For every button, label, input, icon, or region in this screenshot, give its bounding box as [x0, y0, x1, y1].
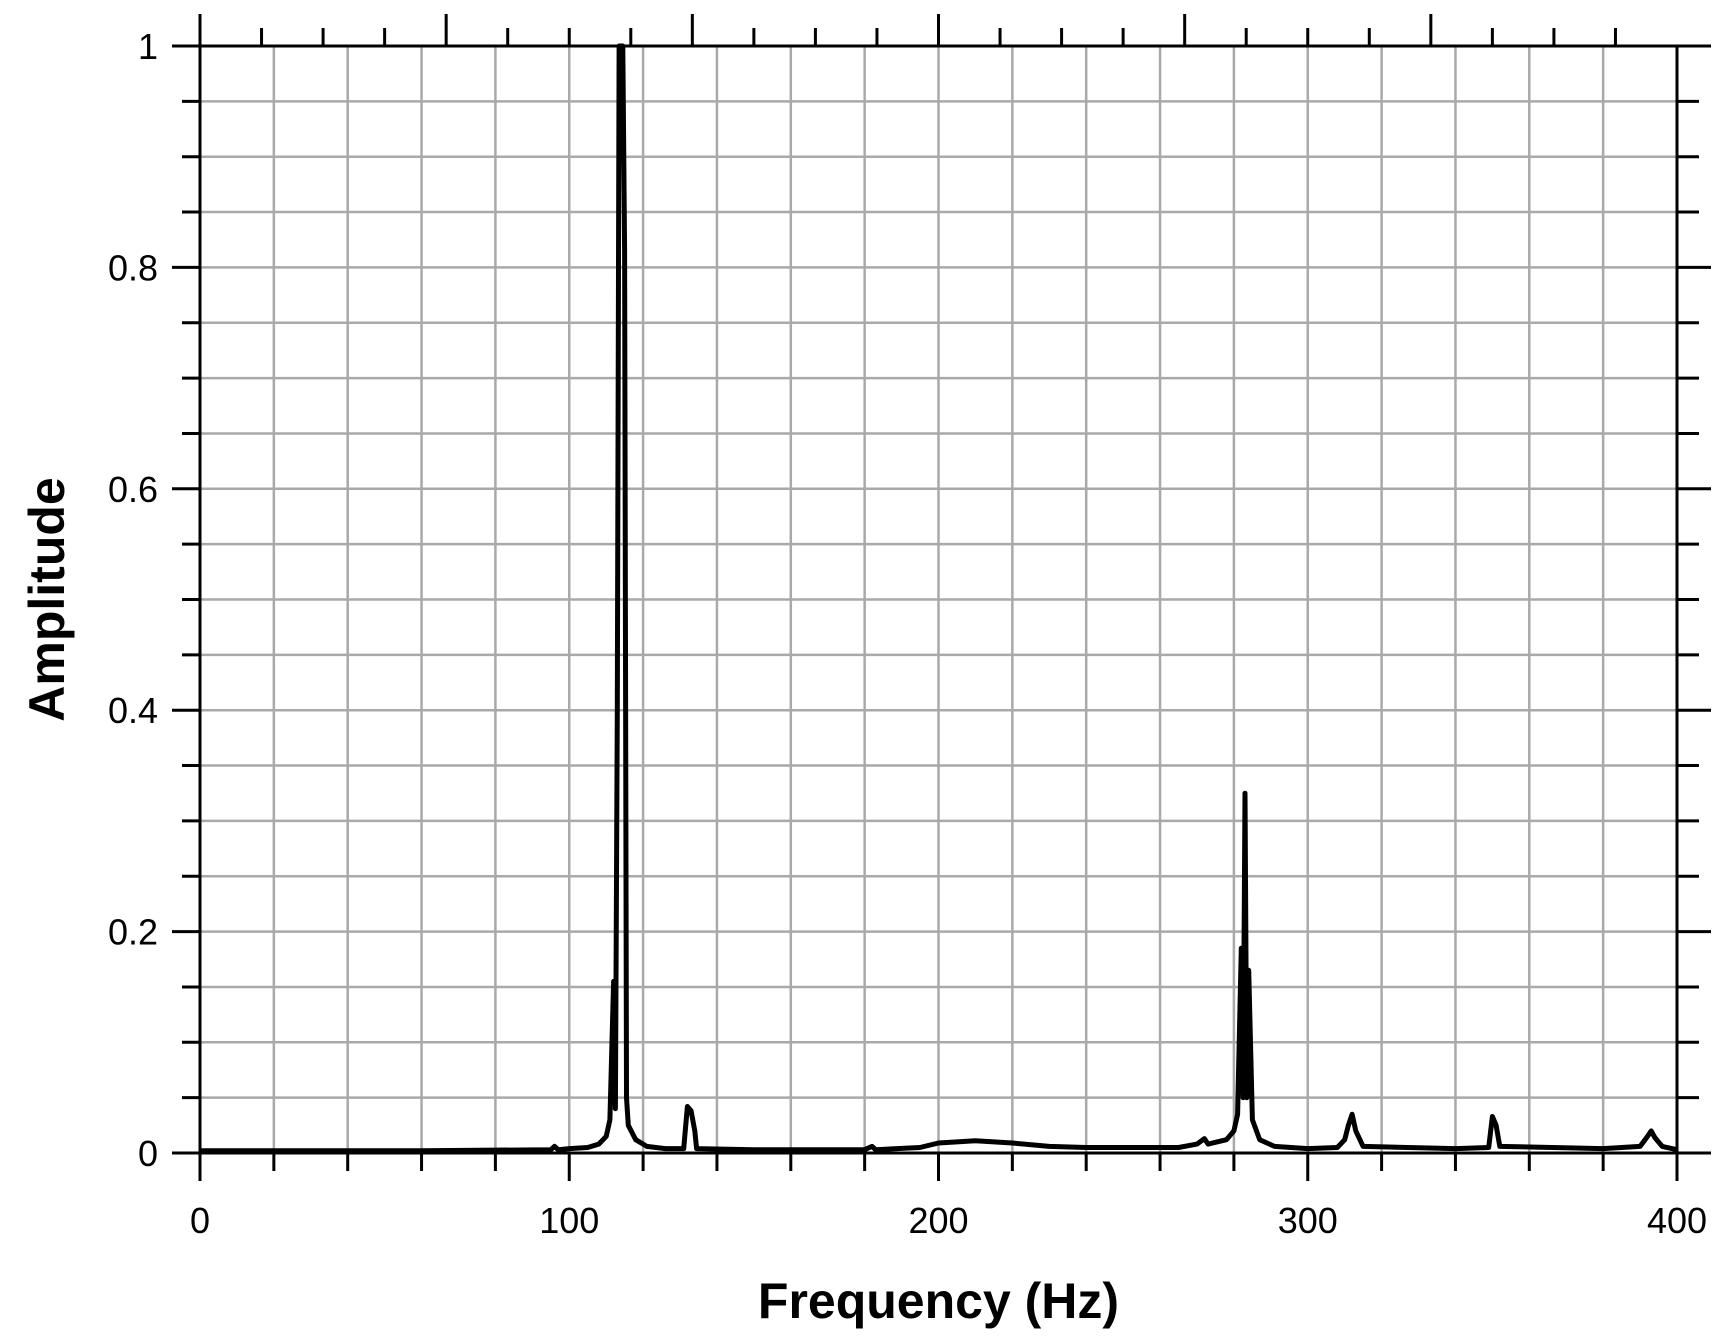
y-tick-labels: 0 0.2 0.4 0.6 0.8 1: [108, 26, 158, 1174]
x-tick-label: 100: [539, 1200, 599, 1241]
y-tick-label: 0.2: [108, 912, 158, 953]
grid: [200, 46, 1677, 1153]
x-tick-label: 300: [1278, 1200, 1338, 1241]
x-tick-labels: 0 100 200 300 400: [190, 1200, 1707, 1241]
y-tick-label: 0.6: [108, 469, 158, 510]
plot-frame: [198, 44, 1679, 1155]
series-line-1: [200, 43, 1678, 1154]
x-axis-label: Frequency (Hz): [758, 1273, 1119, 1329]
axis-ticks: [172, 14, 1711, 1181]
y-axis-label: Amplitude: [19, 477, 75, 721]
y-tick-label: 0: [138, 1133, 158, 1174]
x-tick-label: 200: [908, 1200, 968, 1241]
x-tick-label: 0: [190, 1200, 210, 1241]
y-tick-label: 0.8: [108, 247, 158, 288]
y-tick-label: 0.4: [108, 690, 158, 731]
series-group: [200, 43, 1678, 1154]
x-tick-label: 400: [1647, 1200, 1707, 1241]
y-tick-label: 1: [138, 26, 158, 67]
